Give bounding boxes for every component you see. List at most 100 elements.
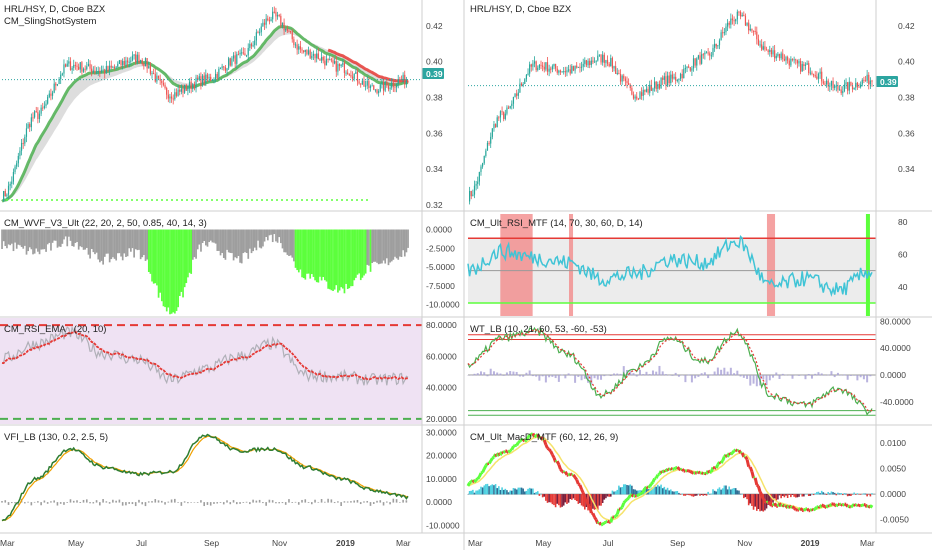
- macd-histogram-bar: [702, 494, 705, 496]
- wvf-bar: [32, 229, 34, 255]
- wvf-bar: [351, 229, 354, 287]
- macd-histogram-bar: [515, 489, 518, 495]
- wt-diff-bar: [690, 375, 693, 383]
- vfi-histogram-bar: [372, 502, 375, 504]
- left-price-candle: [136, 54, 138, 63]
- macd-histogram-bar: [520, 487, 523, 495]
- right-price-candle: [470, 190, 472, 197]
- macd-line-segment: [848, 505, 852, 509]
- right-price-candle: [610, 58, 612, 67]
- vfi-histogram-bar: [170, 499, 173, 503]
- left-price-candle: [185, 84, 187, 91]
- left-price-candle: [270, 19, 272, 22]
- vfi-histogram-bar: [92, 502, 95, 504]
- vfi-histogram-bar: [89, 502, 91, 504]
- left-vfi-pane[interactable]: [0, 426, 422, 532]
- vfi-histogram-bar: [141, 502, 144, 505]
- wvf-bar: [263, 229, 266, 242]
- macd-histogram-bar: [661, 488, 664, 495]
- left-price-candle: [180, 88, 182, 92]
- right-price-candle: [537, 67, 539, 71]
- right-price-candle: [517, 92, 519, 96]
- macd-line-segment: [809, 507, 814, 512]
- right-price-candle: [811, 72, 813, 75]
- axis-tick-label: 30.0000: [426, 427, 457, 437]
- left-price-candle: [24, 136, 26, 144]
- sling-fast-ema: [1, 24, 409, 203]
- wt-diff-bar: [804, 375, 807, 380]
- left-price-candle: [211, 80, 213, 82]
- wt-diff-bar: [703, 372, 706, 376]
- wvf-bar: [239, 229, 241, 263]
- axis-tick-label: 0.34: [426, 164, 443, 174]
- left-price-candle: [345, 72, 347, 74]
- wvf-bar: [232, 229, 235, 261]
- macd-line-segment: [605, 519, 609, 524]
- right-price-candle: [837, 85, 839, 90]
- left-price-candle: [146, 58, 148, 69]
- macd-histogram-bar: [540, 493, 542, 495]
- macd-histogram-bar: [866, 494, 868, 497]
- wvf-bar: [61, 229, 64, 244]
- wt-diff-bar: [603, 375, 606, 377]
- vfi-histogram-bar: [310, 502, 313, 505]
- macd-histogram-bar: [619, 487, 622, 495]
- right-price-candle: [812, 74, 815, 76]
- left-price-candle: [214, 73, 217, 80]
- time-axis-label: Jul: [136, 538, 147, 548]
- macd-line-segment: [625, 496, 630, 501]
- left-price-candle: [192, 84, 194, 89]
- left-price-candle: [4, 190, 6, 197]
- macd-line-segment: [763, 500, 768, 504]
- macd-histogram-bar: [519, 487, 521, 495]
- macd-line-segment: [844, 503, 849, 508]
- right-price-pane[interactable]: [466, 0, 876, 210]
- wvf-bar: [14, 229, 16, 243]
- right-wt-pane[interactable]: [466, 318, 876, 424]
- right-price-candle: [655, 81, 657, 89]
- right-price-candle: [507, 107, 510, 109]
- macd-histogram-bar: [723, 485, 726, 495]
- left-price-candle: [329, 59, 331, 61]
- right-price-candle: [754, 30, 756, 32]
- left-wvf-axis: 0.0000 -2.5000 -5.0000 -7.5000 -10.0000: [426, 225, 460, 310]
- wvf-bar: [276, 229, 279, 243]
- left-price-candle: [306, 49, 308, 55]
- right-price-candle: [847, 82, 849, 91]
- axis-tick-label: 0.38: [426, 93, 443, 103]
- wvf-bar: [222, 229, 225, 258]
- wt-diff-bar: [496, 372, 499, 376]
- wvf-bar: [252, 229, 255, 252]
- wvf-bar: [99, 229, 101, 263]
- left-price-pane[interactable]: [0, 0, 422, 210]
- wvf-bar: [314, 229, 316, 281]
- macd-histogram-bar: [475, 490, 477, 495]
- wt-diff-bar: [713, 371, 716, 376]
- macd-line-segment: [827, 503, 831, 508]
- macd-line-segment: [622, 499, 627, 504]
- left-price-candle: [254, 40, 256, 46]
- right-price-candle: [485, 150, 487, 156]
- macd-line-segment: [762, 498, 767, 503]
- wvf-bar: [183, 229, 186, 288]
- macd-histogram-bar: [652, 487, 654, 495]
- left-price-candle: [338, 64, 341, 66]
- left-price-candle: [38, 113, 41, 119]
- right-price-candle: [615, 66, 617, 74]
- macd-histogram-bar: [817, 491, 820, 495]
- wvf-bar: [64, 229, 67, 237]
- macd-histogram-bar: [645, 487, 648, 495]
- left-price-candle: [143, 63, 145, 67]
- macd-line-segment: [802, 507, 807, 512]
- wvf-bar: [193, 229, 196, 258]
- wvf-bar: [275, 229, 277, 242]
- right-macd-pane[interactable]: [466, 426, 876, 532]
- macd-line-segment: [736, 448, 740, 453]
- left-price-candle: [234, 55, 236, 64]
- macd-histogram-bar: [551, 494, 554, 505]
- vfi-histogram-bar: [134, 502, 137, 507]
- macd-line-segment: [468, 480, 472, 484]
- vfi-histogram-bar: [56, 502, 59, 506]
- left-price-candle: [128, 61, 130, 63]
- macd-histogram-bar: [743, 494, 745, 499]
